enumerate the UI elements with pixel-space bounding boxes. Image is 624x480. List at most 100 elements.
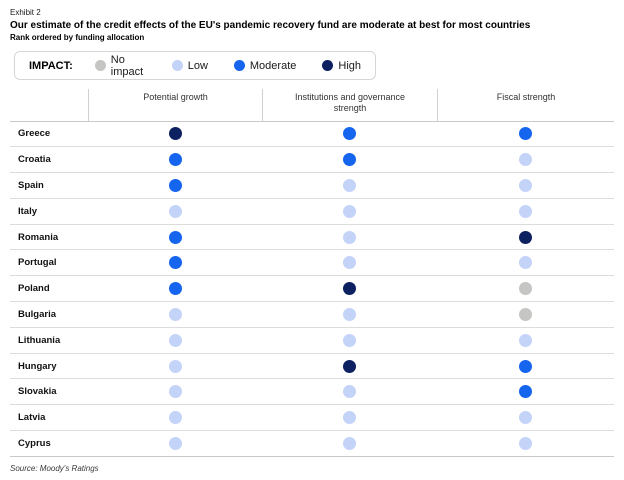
low-impact-dot xyxy=(171,60,183,71)
moderate-impact-dot xyxy=(519,359,532,373)
impact-cell xyxy=(437,178,614,192)
high-impact-dot xyxy=(322,60,334,71)
table-row: Poland xyxy=(10,276,614,303)
impact-cell xyxy=(437,230,614,244)
moderate-impact-dot xyxy=(519,127,532,141)
column-header-label: Potential growth xyxy=(143,92,208,102)
impact-cell xyxy=(88,127,262,141)
country-label: Greece xyxy=(18,128,51,140)
table-row: Cyprus xyxy=(10,431,614,457)
table-row: Lithuania xyxy=(10,328,614,354)
column-header: Institutions and governance strength xyxy=(262,89,437,121)
table-body: Greece Croatia Spain Italy Romania Portugal Po… xyxy=(10,122,614,457)
impact-cell xyxy=(262,282,437,296)
impact-cell xyxy=(88,230,262,244)
country-label: Bulgaria xyxy=(18,308,57,320)
country-label: Romania xyxy=(18,231,59,243)
low-impact-dot xyxy=(343,230,356,244)
low-impact-dot xyxy=(343,178,356,192)
table-row: Hungary xyxy=(10,354,614,380)
impact-cell xyxy=(88,282,262,296)
low-impact-dot xyxy=(168,359,182,373)
high-impact-dot xyxy=(519,230,532,244)
exhibit-subtitle: Rank ordered by funding allocation xyxy=(10,33,145,42)
country-label: Poland xyxy=(18,283,50,295)
low-impact-dot xyxy=(168,307,182,321)
low-impact-dot xyxy=(168,204,182,218)
low-impact-dot xyxy=(168,436,182,450)
low-impact-dot xyxy=(519,178,532,192)
legend-item-no-impact: No impact xyxy=(94,54,146,78)
impact-cell xyxy=(88,333,262,347)
low-impact-dot xyxy=(519,333,532,347)
impact-cell xyxy=(262,333,437,347)
legend-item-low: Low xyxy=(171,60,208,72)
low-impact-dot xyxy=(343,436,356,450)
impact-cell xyxy=(262,127,437,141)
moderate-impact-dot xyxy=(233,60,245,71)
impact-cell xyxy=(262,204,437,218)
moderate-impact-dot xyxy=(168,230,182,244)
column-header-label: Institutions and governance strength xyxy=(294,92,406,114)
impact-cell xyxy=(437,307,614,321)
high-impact-dot xyxy=(168,127,182,141)
low-impact-dot xyxy=(343,307,356,321)
low-impact-dot xyxy=(519,204,532,218)
column-header: Fiscal strength xyxy=(437,89,614,121)
table-row: Slovakia xyxy=(10,379,614,406)
impact-cell xyxy=(88,178,262,192)
low-impact-dot xyxy=(519,153,532,167)
impact-cell xyxy=(262,256,437,270)
impact-cell xyxy=(88,307,262,321)
table-row: Portugal xyxy=(10,250,614,277)
country-label: Italy xyxy=(18,205,38,217)
low-impact-dot xyxy=(343,411,356,425)
low-impact-dot xyxy=(168,411,182,425)
country-label: Portugal xyxy=(18,257,57,269)
exhibit-label: Exhibit 2 xyxy=(10,8,41,17)
source-note: Source: Moody's Ratings xyxy=(10,463,99,473)
impact-cell xyxy=(437,411,614,425)
moderate-impact-dot xyxy=(343,153,356,167)
table-row: Croatia xyxy=(10,147,614,174)
table-row: Bulgaria xyxy=(10,302,614,328)
legend-item-label: Moderate xyxy=(249,59,297,72)
impact-cell xyxy=(262,230,437,244)
impact-cell xyxy=(88,385,262,399)
country-label: Spain xyxy=(18,179,44,191)
high-impact-dot xyxy=(343,359,356,373)
corner-cell xyxy=(10,89,88,121)
impact-cell xyxy=(437,333,614,347)
impact-legend: IMPACT: No impact Low Moderate High xyxy=(14,51,376,80)
table-row: Italy xyxy=(10,199,614,225)
moderate-impact-dot xyxy=(168,256,182,270)
low-impact-dot xyxy=(343,333,356,347)
no-impact-impact-dot xyxy=(519,282,532,296)
country-label: Lithuania xyxy=(18,334,61,346)
impact-table: Potential growth Institutions and governa… xyxy=(10,89,614,457)
impact-cell xyxy=(437,256,614,270)
legend-item-label: High xyxy=(338,59,361,72)
column-header: Potential growth xyxy=(88,89,262,121)
country-label: Cyprus xyxy=(18,437,51,449)
impact-cell xyxy=(437,127,614,141)
no-impact-impact-dot xyxy=(94,60,106,71)
impact-cell xyxy=(88,204,262,218)
country-label: Slovakia xyxy=(18,386,57,398)
exhibit-header: Exhibit 2 Our estimate of the credit eff… xyxy=(0,0,624,42)
impact-cell xyxy=(88,153,262,167)
impact-cell xyxy=(88,436,262,450)
legend-items: No impact Low Moderate High xyxy=(94,54,361,78)
impact-cell xyxy=(262,385,437,399)
impact-cell xyxy=(437,385,614,399)
impact-cell xyxy=(437,436,614,450)
moderate-impact-dot xyxy=(519,385,532,399)
impact-cell xyxy=(262,178,437,192)
table-row: Spain xyxy=(10,173,614,199)
low-impact-dot xyxy=(343,256,356,270)
moderate-impact-dot xyxy=(168,178,182,192)
low-impact-dot xyxy=(168,333,182,347)
impact-cell xyxy=(88,359,262,373)
table-row: Latvia xyxy=(10,405,614,432)
